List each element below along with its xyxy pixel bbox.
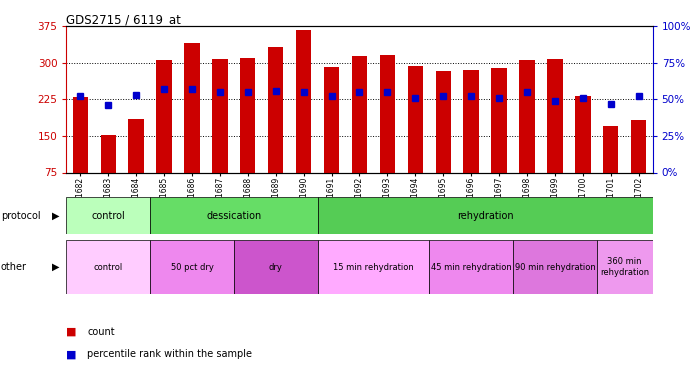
Bar bbox=[429, 240, 513, 294]
Bar bbox=[603, 126, 618, 172]
Text: 45 min rehydration: 45 min rehydration bbox=[431, 262, 512, 272]
Bar bbox=[324, 67, 339, 172]
Bar bbox=[352, 57, 367, 172]
Text: ■: ■ bbox=[66, 327, 77, 337]
Text: GDS2715 / 6119_at: GDS2715 / 6119_at bbox=[66, 13, 181, 26]
Bar bbox=[380, 54, 395, 173]
Bar bbox=[101, 135, 116, 172]
Text: 15 min rehydration: 15 min rehydration bbox=[333, 262, 414, 272]
Bar bbox=[318, 240, 429, 294]
Bar bbox=[519, 60, 535, 172]
Text: dessication: dessication bbox=[206, 211, 262, 220]
Text: percentile rank within the sample: percentile rank within the sample bbox=[87, 350, 252, 359]
Bar bbox=[240, 58, 255, 172]
Bar bbox=[575, 96, 591, 172]
Bar bbox=[463, 70, 479, 172]
Text: count: count bbox=[87, 327, 115, 337]
Text: 50 pct dry: 50 pct dry bbox=[170, 262, 214, 272]
Bar bbox=[156, 60, 172, 172]
Text: dry: dry bbox=[269, 262, 283, 272]
Bar bbox=[436, 71, 451, 172]
Bar bbox=[73, 97, 88, 172]
Bar bbox=[296, 30, 311, 172]
Bar bbox=[318, 197, 653, 234]
Text: control: control bbox=[91, 211, 125, 220]
Text: ▶: ▶ bbox=[52, 211, 59, 220]
Bar bbox=[212, 59, 228, 172]
Bar bbox=[234, 240, 318, 294]
Bar bbox=[597, 240, 653, 294]
Text: 360 min
rehydration: 360 min rehydration bbox=[600, 258, 649, 277]
Text: rehydration: rehydration bbox=[456, 211, 514, 220]
Bar bbox=[66, 197, 150, 234]
Bar bbox=[184, 44, 200, 172]
Bar bbox=[547, 59, 563, 172]
Text: ▶: ▶ bbox=[52, 262, 59, 272]
Bar bbox=[513, 240, 597, 294]
Text: 90 min rehydration: 90 min rehydration bbox=[514, 262, 595, 272]
Bar bbox=[491, 68, 507, 172]
Bar bbox=[408, 66, 423, 172]
Bar bbox=[631, 120, 646, 172]
Bar bbox=[150, 240, 234, 294]
Bar bbox=[150, 197, 318, 234]
Bar bbox=[128, 119, 144, 172]
Text: ■: ■ bbox=[66, 350, 77, 359]
Text: other: other bbox=[1, 262, 27, 272]
Bar bbox=[66, 240, 150, 294]
Text: control: control bbox=[94, 262, 123, 272]
Text: protocol: protocol bbox=[1, 211, 40, 220]
Bar bbox=[268, 47, 283, 172]
